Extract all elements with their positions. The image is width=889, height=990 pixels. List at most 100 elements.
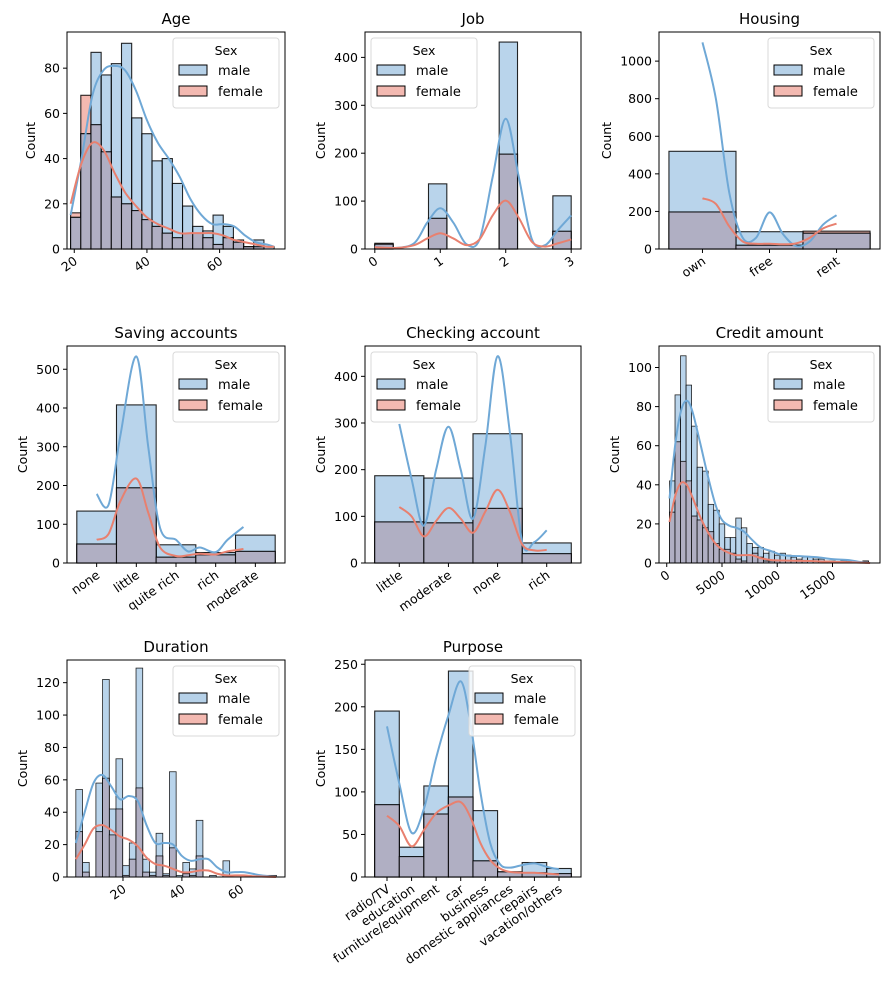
legend-swatch-male	[474, 692, 504, 704]
y-tick-label: 600	[628, 129, 652, 144]
legend: Sex male female	[767, 37, 875, 109]
y-axis-label: Count	[15, 750, 30, 787]
legend-swatch-female	[376, 399, 406, 411]
bar-overlap	[472, 507, 523, 564]
bar-overlap	[128, 858, 137, 878]
kde-female	[386, 800, 560, 876]
bar-overlap	[82, 871, 90, 878]
legend-label-male: male	[218, 692, 250, 707]
x-tick-label: 1	[431, 253, 446, 270]
legend-title: Sex	[511, 671, 534, 686]
kde-male	[386, 680, 560, 871]
legend-swatch-male	[178, 692, 208, 704]
legend-swatch-female	[178, 713, 208, 725]
x-tick-label: 20	[58, 253, 80, 274]
bar-overlap	[171, 237, 184, 250]
legend-title: Sex	[810, 43, 833, 58]
chart-title: Checking account	[406, 324, 540, 342]
chart-title: Housing	[739, 10, 800, 28]
bar-overlap	[115, 487, 157, 564]
bar-overlap	[161, 232, 173, 250]
x-tick-label: 60	[204, 253, 226, 274]
legend-label-male: male	[514, 692, 546, 707]
legend-swatch-female	[178, 85, 208, 97]
bar-overlap	[398, 856, 425, 878]
x-tick-label: 60	[225, 881, 247, 902]
x-tick-label: little	[374, 567, 406, 595]
legend-swatch-male	[773, 64, 803, 76]
y-tick-label: 250	[334, 657, 358, 672]
legend-swatch-female	[178, 399, 208, 411]
chart-title: Job	[460, 10, 484, 28]
bar-overlap	[202, 237, 214, 250]
legend-label-male: male	[218, 64, 250, 79]
legend-label-female: female	[416, 85, 461, 100]
y-tick-label: 1000	[620, 54, 652, 69]
legend-swatch-male	[178, 64, 208, 76]
x-tick-label: own	[678, 253, 708, 280]
x-tick-label: rent	[813, 253, 842, 280]
chart-title: Age	[161, 10, 190, 28]
axes-frame	[364, 659, 582, 878]
kde-female	[74, 824, 277, 878]
x-tick-label: 40	[131, 253, 153, 274]
chart-housing: Housing 0 200 400 600 800 1000 Count own free rent…	[599, 10, 881, 280]
chart-purpose: Purpose050100150200250Countradio/TVeduca…	[313, 638, 582, 967]
x-tick-label: 5000	[693, 567, 728, 598]
y-tick-label: 200	[36, 478, 60, 493]
legend-title: Sex	[215, 671, 238, 686]
y-tick-label: 60	[44, 106, 60, 121]
y-tick-label: 300	[36, 439, 60, 454]
legend-label-male: male	[813, 64, 845, 79]
kde-female	[398, 488, 547, 552]
bar-overlap	[151, 225, 163, 250]
bar-overlap	[181, 232, 194, 250]
bar-overlap	[100, 151, 112, 250]
x-tick-label: 2	[496, 253, 511, 270]
bar-overlap	[155, 855, 164, 878]
y-tick-label: 0	[350, 870, 358, 885]
bar-overlap	[691, 515, 698, 564]
chart-title: Duration	[143, 638, 208, 656]
bar-overlap	[447, 796, 474, 878]
y-tick-label: 0	[644, 242, 652, 257]
y-tick-label: 300	[334, 416, 358, 431]
axes-frame	[658, 345, 881, 564]
bar-overlap	[76, 543, 118, 564]
legend: Sex male female	[370, 351, 478, 423]
x-tick-label: 0	[365, 253, 380, 270]
kde-female	[702, 197, 837, 246]
bar-overlap	[680, 460, 687, 564]
y-tick-label: 40	[44, 151, 60, 166]
y-tick-label: 150	[334, 742, 358, 757]
x-tick-label: rich	[525, 567, 553, 593]
x-tick-label: free	[746, 253, 775, 280]
y-tick-label: 20	[44, 196, 60, 211]
bar-overlap	[735, 558, 742, 564]
y-tick-label: 500	[36, 362, 60, 377]
legend-label-female: female	[218, 85, 263, 100]
y-axis-label: Count	[313, 436, 328, 473]
legend-label-female: female	[218, 399, 263, 414]
kde-male	[668, 399, 871, 564]
bar-overlap	[521, 553, 572, 564]
bar-overlap	[746, 554, 753, 564]
kde-male	[374, 117, 572, 250]
y-tick-label: 100	[334, 194, 358, 209]
bar-overlap	[120, 203, 133, 250]
x-tick-label: 0	[657, 567, 672, 584]
bar-overlap	[195, 554, 237, 564]
chart-job: Job 0 100 200 300 400 Count 0 1 2 3 Sex male female	[313, 10, 582, 270]
chart-duration: Duration 0 20 40 60 80 100 120 Count 20 40 60 Sex mal…	[15, 638, 286, 903]
chart-title: Credit amount	[716, 324, 824, 342]
chart-title: Purpose	[443, 638, 503, 656]
y-tick-label: 200	[334, 146, 358, 161]
x-tick-label: 20	[107, 881, 129, 902]
y-tick-label: 20	[636, 516, 652, 531]
axes-frame	[66, 659, 286, 878]
legend-title: Sex	[215, 43, 238, 58]
y-axis-label: Count	[15, 436, 30, 473]
y-axis-label: Count	[23, 122, 38, 159]
legend-label-female: female	[813, 399, 858, 414]
